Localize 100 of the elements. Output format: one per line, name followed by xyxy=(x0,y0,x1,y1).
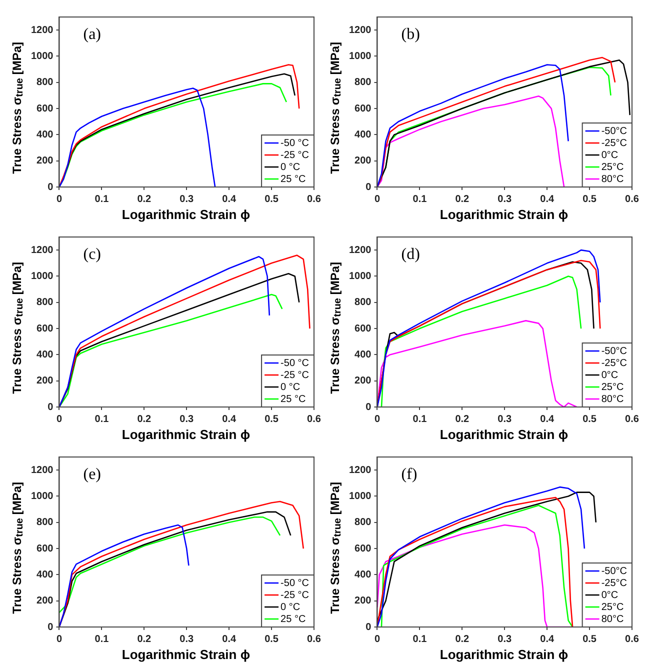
x-tick-label: 0.6 xyxy=(625,634,640,645)
legend-label: 0 °C xyxy=(280,162,300,173)
annotation: (f) xyxy=(401,466,418,484)
x-tick-label: 0.3 xyxy=(498,634,512,645)
legend-label: 80°C xyxy=(601,174,624,185)
y-tick-label: 0 xyxy=(48,182,54,193)
x-tick-label: 0.6 xyxy=(307,194,322,205)
x-tick-label: 0.6 xyxy=(307,414,322,425)
annotation: (c) xyxy=(83,246,102,264)
x-tick-label: 0.5 xyxy=(582,194,597,205)
x-tick-label: 0.2 xyxy=(137,634,152,645)
x-tick-label: 0.6 xyxy=(307,634,322,645)
x-tick-label: 0.4 xyxy=(222,634,236,645)
legend-label: -25 °C xyxy=(280,150,309,161)
x-tick-label: 0.3 xyxy=(498,414,512,425)
legend-label: 25°C xyxy=(601,602,624,613)
x-axis-title: Logarithmic Strain ϕ xyxy=(120,427,252,442)
x-tick-label: 0.4 xyxy=(222,414,236,425)
legend-label: 25°C xyxy=(601,382,624,393)
y-tick-label: 600 xyxy=(36,103,54,114)
legend-label: -50°C xyxy=(601,566,628,577)
y-tick-label: 1200 xyxy=(30,244,54,256)
y-tick-label: 400 xyxy=(354,129,372,140)
x-tick-label: 0 xyxy=(56,194,62,205)
y-tick-label: 1200 xyxy=(30,24,54,36)
legend-label: -25 °C xyxy=(280,590,309,601)
annotation: (e) xyxy=(83,466,102,484)
legend-label: -50 °C xyxy=(280,138,309,149)
y-tick-label: 1200 xyxy=(348,244,372,256)
x-tick-label: 0.2 xyxy=(455,634,470,645)
x-tick-label: 0.6 xyxy=(625,194,640,205)
legend-label: -25°C xyxy=(601,578,628,589)
legend-label: -25 °C xyxy=(280,370,309,381)
legend-label: 0°C xyxy=(601,150,618,161)
x-axis-title: Logarithmic Strain ϕ xyxy=(438,427,570,442)
y-tick-label: 200 xyxy=(354,596,372,607)
y-tick-label: 800 xyxy=(36,517,54,528)
annotation: (b) xyxy=(401,26,420,44)
x-tick-label: 0.3 xyxy=(180,194,194,205)
y-tick-label: 1200 xyxy=(30,464,54,476)
x-tick-label: 0.2 xyxy=(137,414,152,425)
x-axis-title: Logarithmic Strain ϕ xyxy=(438,207,570,222)
y-tick-label: 200 xyxy=(36,156,54,167)
y-tick-label: 400 xyxy=(36,349,54,360)
legend-label: 80°C xyxy=(601,394,624,405)
x-tick-label: 0 xyxy=(374,194,380,205)
x-tick-label: 0.5 xyxy=(582,414,597,425)
legend-label: 0 °C xyxy=(280,602,300,613)
y-tick-label: 1000 xyxy=(348,270,372,282)
x-tick-label: 0.5 xyxy=(582,634,597,645)
x-tick-label: 0 xyxy=(374,414,380,425)
y-tick-label: 1000 xyxy=(348,50,372,62)
legend-label: -50 °C xyxy=(280,578,309,589)
y-tick-label: 0 xyxy=(366,402,372,413)
y-tick-label: 1200 xyxy=(348,464,372,476)
x-tick-label: 0.6 xyxy=(625,414,640,425)
x-axis-title: Logarithmic Strain ϕ xyxy=(438,647,570,662)
x-tick-label: 0.2 xyxy=(455,414,470,425)
y-tick-label: 400 xyxy=(36,129,54,140)
y-tick-label: 800 xyxy=(354,77,372,88)
y-tick-label: 600 xyxy=(36,543,54,554)
x-tick-label: 0.1 xyxy=(412,634,428,645)
annotation: (d) xyxy=(401,246,420,264)
x-tick-label: 0.5 xyxy=(264,414,279,425)
x-tick-label: 0.3 xyxy=(180,414,194,425)
legend-label: -50°C xyxy=(601,346,628,357)
x-tick-label: 0.2 xyxy=(455,194,470,205)
x-tick-label: 0.1 xyxy=(412,414,428,425)
x-tick-label: 0.1 xyxy=(94,634,110,645)
legend-label: 0°C xyxy=(601,370,618,381)
legend-label: -50°C xyxy=(601,126,628,137)
legend-label: 25 °C xyxy=(280,614,306,625)
y-tick-label: 800 xyxy=(36,77,54,88)
x-tick-label: 0 xyxy=(374,634,380,645)
legend-label: 25 °C xyxy=(280,394,306,405)
y-tick-label: 600 xyxy=(354,103,372,114)
legend-label: -25°C xyxy=(601,358,628,369)
legend-label: 25 °C xyxy=(280,174,306,185)
x-tick-label: 0.4 xyxy=(540,194,554,205)
x-axis-title: Logarithmic Strain ϕ xyxy=(120,647,252,662)
y-tick-label: 800 xyxy=(354,297,372,308)
y-tick-label: 1000 xyxy=(30,270,54,282)
y-tick-label: 600 xyxy=(36,323,54,334)
annotation: (a) xyxy=(83,26,102,44)
y-tick-label: 1000 xyxy=(348,490,372,502)
x-tick-label: 0.5 xyxy=(264,634,279,645)
x-tick-label: 0.3 xyxy=(180,634,194,645)
x-tick-label: 0.4 xyxy=(222,194,236,205)
x-tick-label: 0.4 xyxy=(540,414,554,425)
y-tick-label: 1200 xyxy=(348,24,372,36)
legend-label: 25°C xyxy=(601,162,624,173)
legend-label: 0 °C xyxy=(280,382,300,393)
x-axis-title: Logarithmic Strain ϕ xyxy=(120,207,252,222)
y-tick-label: 800 xyxy=(36,297,54,308)
x-tick-label: 0.3 xyxy=(498,194,512,205)
y-tick-label: 1000 xyxy=(30,50,54,62)
legend-label: 0°C xyxy=(601,590,618,601)
x-tick-label: 0 xyxy=(56,634,62,645)
x-tick-label: 0.1 xyxy=(412,194,428,205)
x-tick-label: 0.4 xyxy=(540,634,554,645)
